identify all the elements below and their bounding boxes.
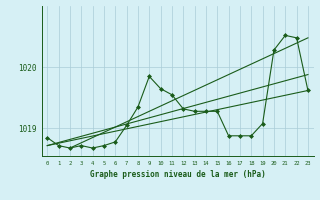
- X-axis label: Graphe pression niveau de la mer (hPa): Graphe pression niveau de la mer (hPa): [90, 170, 266, 179]
